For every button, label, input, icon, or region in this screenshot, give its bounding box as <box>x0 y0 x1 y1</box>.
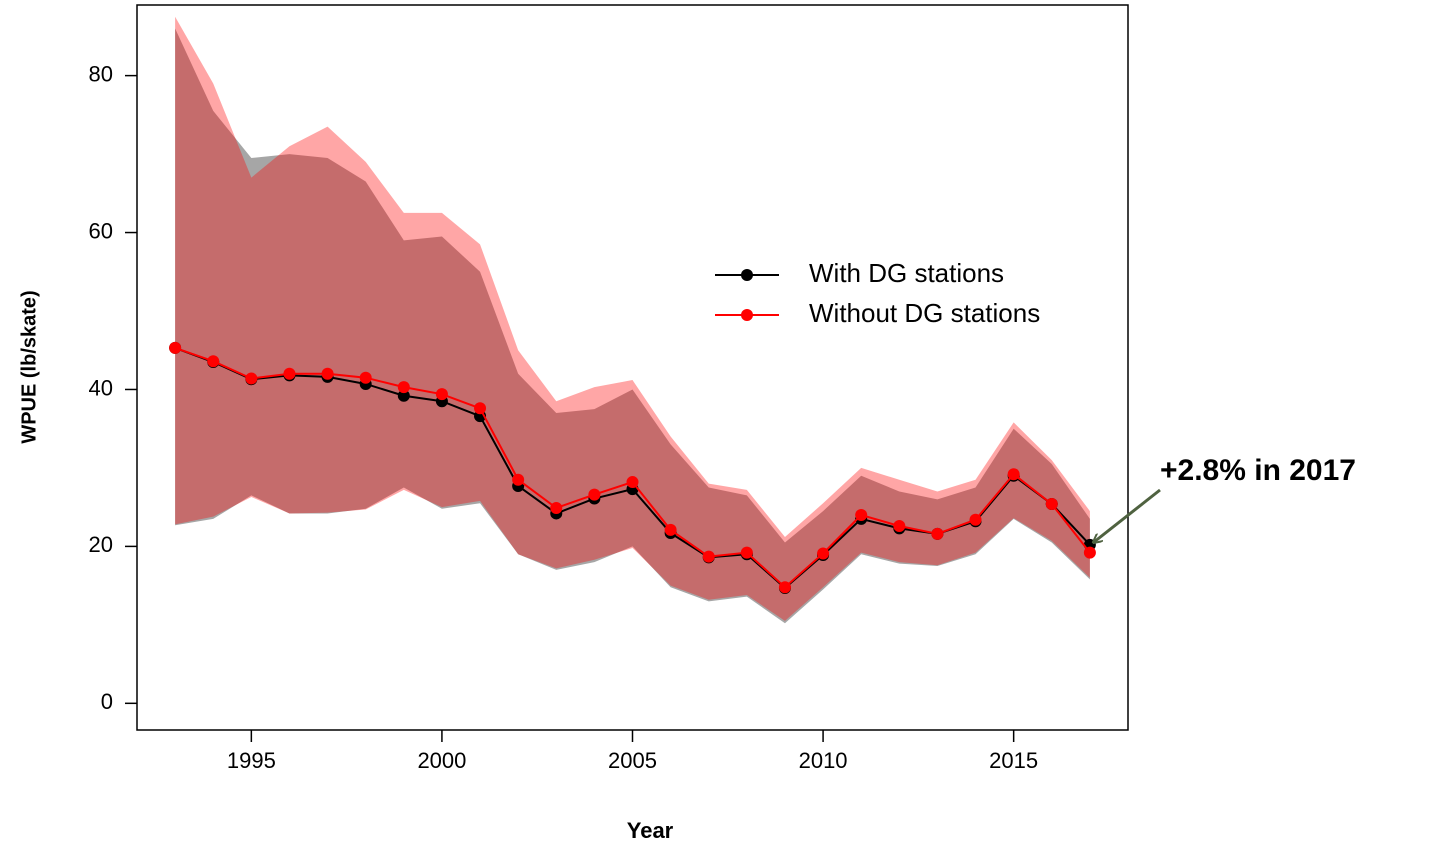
point <box>1007 468 1020 481</box>
annotation: +2.8% in 2017 <box>1160 454 1356 487</box>
legend-marker <box>741 269 753 281</box>
y-tick-label: 80 <box>89 61 113 86</box>
y-tick-label: 0 <box>101 689 113 714</box>
point <box>550 501 563 514</box>
y-tick-label: 60 <box>89 218 113 243</box>
point <box>664 523 677 536</box>
x-tick-label: 2000 <box>417 748 466 773</box>
point <box>169 341 182 354</box>
point <box>397 381 410 394</box>
confidence-band <box>175 16 1090 621</box>
y-tick-label: 40 <box>89 375 113 400</box>
point <box>855 509 868 522</box>
point <box>321 367 334 380</box>
confidence-band <box>175 28 1090 624</box>
point <box>893 519 906 532</box>
point <box>1045 498 1058 511</box>
point <box>626 476 639 489</box>
x-tick-label: 2015 <box>989 748 1038 773</box>
point <box>931 527 944 540</box>
x-tick-label: 1995 <box>227 748 276 773</box>
point <box>397 389 410 402</box>
y-tick-label: 20 <box>89 532 113 557</box>
point <box>283 367 296 380</box>
legend-label: With DG stations <box>809 258 1004 288</box>
point <box>740 546 753 559</box>
x-tick-label: 2010 <box>799 748 848 773</box>
point <box>1083 546 1096 559</box>
x-tick-label: 2005 <box>608 748 657 773</box>
point <box>588 488 601 501</box>
point <box>817 547 830 560</box>
point <box>512 473 525 486</box>
legend-marker <box>741 309 753 321</box>
x-axis-label: Year <box>627 818 674 843</box>
point <box>702 550 715 563</box>
bands <box>175 16 1090 624</box>
point <box>969 513 982 526</box>
point <box>435 388 448 401</box>
point <box>359 371 372 384</box>
legend-label: Without DG stations <box>809 298 1040 328</box>
point <box>245 372 258 385</box>
annotation-arrow <box>1094 488 1161 542</box>
y-axis-label: WPUE (lb/skate) <box>18 290 40 443</box>
lines <box>169 341 1096 594</box>
point <box>474 402 487 415</box>
point <box>207 355 220 368</box>
point <box>778 581 791 594</box>
